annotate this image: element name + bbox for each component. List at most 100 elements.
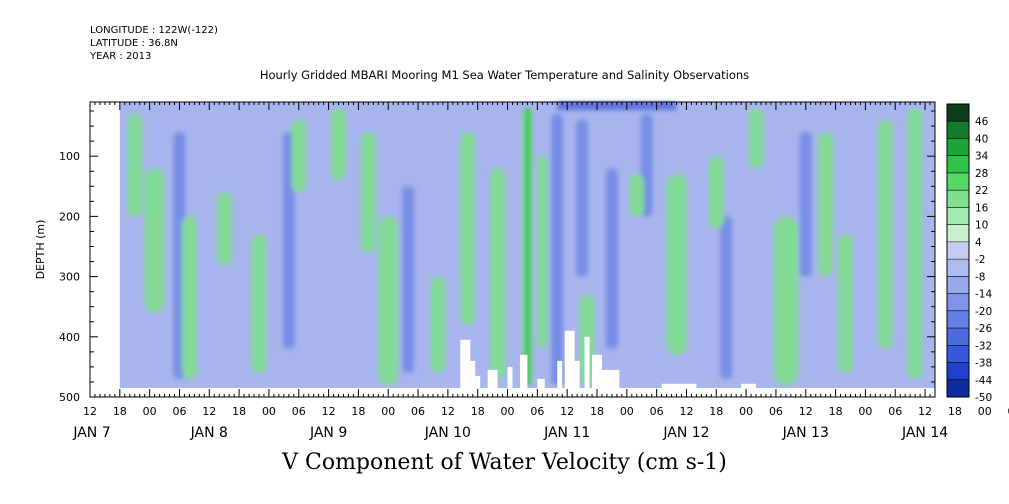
x-hour-label: 06 <box>411 405 425 418</box>
green-band <box>291 120 307 193</box>
no-data-region <box>460 339 471 388</box>
blue-band <box>551 114 564 385</box>
top-strip <box>557 102 677 110</box>
green-band <box>430 276 446 373</box>
green-band <box>877 120 893 349</box>
no-data-region <box>741 383 757 388</box>
x-hour-label: 06 <box>1008 405 1009 418</box>
colorbar-swatch <box>947 293 969 311</box>
no-data-region <box>584 336 590 388</box>
colorbar-swatch <box>947 121 969 139</box>
chart-subtitle: V Component of Water Velocity (cm s-1) <box>282 450 727 475</box>
colorbar-label: -2 <box>975 254 985 266</box>
x-hour-label: 18 <box>351 405 365 418</box>
y-tick-label: 300 <box>59 271 80 284</box>
y-tick-label: 200 <box>59 210 80 223</box>
blue-band <box>799 132 812 277</box>
y-tick-label: 100 <box>59 150 80 163</box>
x-hour-label: 00 <box>858 405 872 418</box>
no-data-region <box>519 354 528 388</box>
x-day-label: JAN 14 <box>901 425 948 441</box>
x-hour-label: 06 <box>650 405 664 418</box>
x-hour-label: 12 <box>202 405 216 418</box>
no-data-region <box>537 378 545 388</box>
x-day-label: JAN 9 <box>309 425 347 441</box>
green-band <box>818 132 834 277</box>
green-band <box>460 132 476 325</box>
x-hour-label: 18 <box>113 405 127 418</box>
longitude-label: LONGITUDE : 122W(-122) <box>90 25 218 36</box>
x-hour-label: 18 <box>471 405 485 418</box>
x-hour-label: 12 <box>918 405 932 418</box>
x-hour-label: 12 <box>441 405 455 418</box>
green-band <box>708 156 724 229</box>
x-day-label: JAN 10 <box>424 425 471 441</box>
x-hour-label: 18 <box>948 405 962 418</box>
x-day-label: JAN 11 <box>543 425 590 441</box>
no-data-region <box>564 330 575 388</box>
green-band <box>838 234 853 373</box>
x-hour-label: 00 <box>501 405 515 418</box>
x-hour-label: 18 <box>709 405 723 418</box>
y-tick-label: 500 <box>59 391 80 404</box>
no-data-region <box>574 360 580 388</box>
colorbar-swatch <box>947 241 969 260</box>
x-hour-label: 12 <box>83 405 97 418</box>
green-band <box>773 216 799 385</box>
no-data-region <box>592 354 602 388</box>
green-band <box>748 108 764 169</box>
x-hour-label: 12 <box>799 405 813 418</box>
colorbar-label: -32 <box>975 340 992 352</box>
x-hour-label: 06 <box>172 405 186 418</box>
x-day-label: JAN 13 <box>782 425 829 441</box>
colorbar-swatch <box>947 259 969 277</box>
x-hour-label: 06 <box>530 405 544 418</box>
colorbar-swatch <box>947 104 969 122</box>
y-tick-label: 400 <box>59 331 80 344</box>
x-day-label: JAN 8 <box>190 425 228 441</box>
colorbar-swatch <box>947 155 969 173</box>
green-band <box>666 174 687 355</box>
colorbar-swatch <box>947 310 969 329</box>
colorbar-swatch <box>947 224 969 242</box>
green-band <box>537 156 548 349</box>
colorbar-swatch <box>947 138 969 156</box>
x-day-label: JAN 7 <box>72 425 110 441</box>
green-band <box>907 108 923 379</box>
no-data-region <box>601 369 620 388</box>
no-data-region <box>470 360 476 388</box>
x-hour-label: 00 <box>381 405 395 418</box>
green-band <box>181 216 197 379</box>
colorbar-label: 22 <box>975 185 988 197</box>
green-band <box>629 174 645 217</box>
colorbar-label: 10 <box>975 220 988 232</box>
colorbar-label: -20 <box>975 306 992 318</box>
colorbar-swatch <box>947 172 969 191</box>
axes: 12 18 00 06 12 18 00 06 12 18 00 06 12 18 00 06 12 18 00 06… <box>34 101 1009 441</box>
colorbar: 46 40 34 28 22 16 10 4 -2 -8 -14 -20 -26 -32 -38 -44 -50 <box>946 103 992 404</box>
colorbar-label: 28 <box>975 168 988 180</box>
green-band <box>216 192 232 265</box>
colorbar-swatch <box>947 328 969 346</box>
colorbar-swatch <box>947 276 969 294</box>
heatmap-field <box>119 102 935 388</box>
green-band <box>490 168 506 379</box>
blue-band <box>576 120 589 277</box>
colorbar-label: 40 <box>975 133 988 145</box>
colorbar-label: -14 <box>975 289 992 301</box>
x-hour-label: 00 <box>620 405 634 418</box>
colorbar-swatch <box>947 207 969 225</box>
colorbar-label: 34 <box>975 151 989 163</box>
x-hour-label: 00 <box>143 405 157 418</box>
no-data-region <box>487 369 498 388</box>
x-hour-label: 12 <box>560 405 574 418</box>
colorbar-label: -50 <box>975 392 992 404</box>
blue-band <box>720 216 733 379</box>
x-hour-label: 00 <box>262 405 276 418</box>
x-hour-label: 06 <box>292 405 306 418</box>
x-hour-label: 12 <box>322 405 336 418</box>
colorbar-swatch <box>947 345 969 363</box>
x-hour-label: 00 <box>739 405 753 418</box>
year-label: YEAR : 2013 <box>90 51 152 62</box>
blue-band <box>605 168 618 349</box>
